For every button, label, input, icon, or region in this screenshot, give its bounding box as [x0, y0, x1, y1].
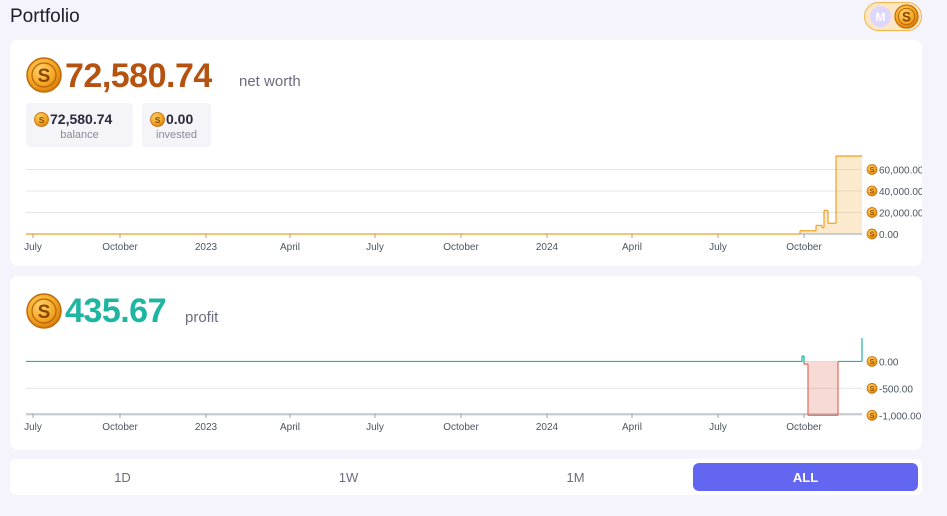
series-area: [802, 356, 804, 362]
x-tick-label: July: [24, 422, 42, 433]
balance-label: balance: [60, 129, 99, 141]
series-area: [808, 361, 836, 416]
currency-toggle[interactable]: M S: [864, 2, 922, 31]
net-worth-card: S 72,580.74 net worth S 72,580.74 balanc…: [10, 40, 922, 266]
header: Portfolio M S: [0, 0, 947, 36]
series-area: [824, 210, 828, 234]
series-area: [804, 361, 808, 365]
svg-text:S: S: [870, 210, 875, 217]
y-tick-label: 40,000.00: [879, 187, 922, 198]
svg-text:S: S: [870, 413, 875, 420]
x-tick-label: July: [709, 422, 727, 433]
y-tick-label: -1,000.00: [879, 411, 922, 422]
profit-card: S 435.67 profit S 0.00 S -500.00 S -1,000.00 J…: [10, 276, 922, 450]
series-area: [822, 227, 824, 234]
y-tick-label: 20,000.00: [879, 209, 922, 220]
x-tick-label: October: [786, 242, 822, 253]
coin-icon: S: [34, 112, 49, 127]
y-tick-label: -500.00: [879, 384, 913, 395]
net-worth-label: net worth: [239, 73, 301, 90]
range-button-1m[interactable]: 1M: [566, 469, 585, 485]
coin-icon: S: [866, 356, 878, 367]
svg-text:S: S: [870, 386, 875, 393]
range-button-1d[interactable]: 1D: [114, 469, 131, 485]
x-tick-label: April: [622, 242, 642, 253]
sweepcash-coin-icon[interactable]: S: [894, 4, 919, 29]
x-tick-label: 2023: [195, 242, 218, 253]
range-button-1w[interactable]: 1W: [338, 469, 359, 485]
svg-text:S: S: [155, 115, 161, 125]
x-tick-label: July: [24, 242, 42, 253]
x-tick-label: October: [443, 242, 479, 253]
coin-icon: S: [866, 207, 878, 218]
invested-value: 0.00: [166, 111, 194, 127]
coin-icon: S: [866, 409, 878, 421]
net-worth-value: 72,580.74: [65, 57, 212, 95]
coin-icon: S: [866, 185, 878, 197]
x-tick-label: 2024: [536, 422, 559, 433]
x-tick-label: July: [709, 242, 727, 253]
series-area: [828, 223, 836, 234]
invested-label: invested: [156, 129, 197, 141]
y-tick-label: 0.00: [879, 230, 899, 241]
balance-value: 72,580.74: [50, 111, 113, 127]
series-area: [816, 225, 822, 234]
svg-text:S: S: [902, 9, 911, 24]
x-tick-label: October: [443, 422, 479, 433]
x-tick-label: October: [102, 422, 138, 433]
svg-text:S: S: [870, 189, 875, 196]
x-tick-label: April: [280, 242, 300, 253]
x-tick-label: 2023: [195, 422, 218, 433]
x-tick-label: April: [280, 422, 300, 433]
coin-icon: S: [26, 57, 62, 93]
svg-text:S: S: [38, 66, 51, 87]
x-tick-label: April: [622, 422, 642, 433]
x-tick-label: July: [366, 242, 384, 253]
time-range-selector: 1D 1W 1M ALL: [10, 459, 922, 495]
coin-icon: S: [866, 164, 878, 175]
x-tick-label: October: [102, 242, 138, 253]
range-button-all[interactable]: ALL: [693, 463, 918, 491]
svg-text:S: S: [38, 302, 51, 323]
svg-text:S: S: [870, 359, 875, 366]
coin-icon: S: [26, 293, 62, 329]
x-tick-label: July: [366, 422, 384, 433]
svg-text:S: S: [870, 232, 875, 239]
coin-icon: S: [866, 228, 878, 240]
series-area: [800, 230, 816, 234]
x-tick-label: October: [786, 422, 822, 433]
coin-icon: S: [866, 383, 878, 394]
y-tick-label: 60,000.00: [879, 166, 922, 177]
profit-label: profit: [185, 309, 219, 326]
y-tick-label: 0.00: [879, 357, 899, 368]
net-worth-chart: S 60,000.00 S 40,000.00 S 20,000.00 S 0.00 July O…: [24, 155, 922, 253]
coin-icon: S: [150, 112, 165, 127]
balance-stat: S 72,580.74 balance: [26, 103, 133, 147]
invested-stat: S 0.00 invested: [142, 103, 211, 147]
profit-value: 435.67: [65, 292, 167, 330]
profit-chart: S 0.00 S -500.00 S -1,000.00 July October 2023 Ap…: [24, 338, 922, 433]
page-title: Portfolio: [10, 6, 80, 27]
svg-text:S: S: [870, 167, 875, 174]
svg-text:S: S: [39, 115, 45, 125]
mana-coin-icon[interactable]: M: [870, 6, 891, 27]
series-area: [836, 361, 838, 416]
series-area: [836, 156, 862, 234]
x-tick-label: 2024: [536, 242, 559, 253]
